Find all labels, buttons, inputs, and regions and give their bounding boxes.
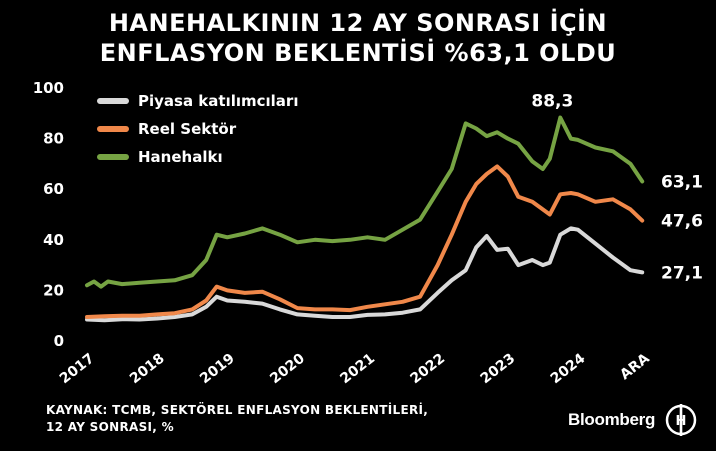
series-line-piyasa [85, 226, 645, 323]
chart-legend: Piyasa katılımcıları Reel Sektör Hanehalkı [97, 92, 298, 166]
x-tick-label: 2018 [127, 351, 168, 388]
chart-series [85, 115, 645, 323]
source-line-1: KAYNAK: TCMB, SEKTÖREL ENFLASYON BEKLENT… [46, 403, 429, 417]
bloomberg-ht-logo-icon: H [665, 404, 697, 436]
series-line-reel [85, 164, 645, 319]
logo-letter: H [676, 414, 687, 429]
chart-labels: 63,1 47,6 27,1 88,3 [531, 92, 703, 284]
x-tick-label: 2023 [478, 351, 519, 388]
x-tick-label: 2024 [548, 350, 589, 387]
peak-annotation: 88,3 [531, 92, 573, 112]
x-tick-label: 2019 [197, 351, 238, 388]
y-tick-label: 100 [33, 79, 64, 97]
y-tick-label: 40 [43, 231, 64, 249]
end-label-hanehalki: 63,1 [661, 172, 703, 192]
source-note: KAYNAK: TCMB, SEKTÖREL ENFLASYON BEKLENT… [46, 402, 428, 436]
y-tick-label: 80 [43, 130, 64, 148]
chart-title-line-1: HANEHALKININ 12 AY SONRASI İÇİN [108, 9, 608, 37]
bloomberg-wordmark: Bloomberg [568, 410, 656, 429]
x-tick-label: ARA [617, 350, 653, 383]
x-tick-label: 2022 [408, 351, 449, 388]
end-label-reel: 47,6 [661, 212, 703, 232]
legend-label-reel: Reel Sektör [138, 120, 237, 138]
end-label-piyasa: 27,1 [661, 263, 703, 283]
source-line-2: 12 AY SONRASI, % [46, 420, 174, 434]
legend-label-hanehalki: Hanehalkı [138, 148, 223, 166]
y-tick-label: 20 [43, 281, 64, 299]
y-tick-label: 60 [43, 180, 64, 198]
y-tick-label: 0 [54, 332, 64, 350]
series-line-hanehalki [85, 115, 645, 289]
x-tick-label: 2021 [337, 351, 378, 388]
chart-title: HANEHALKININ 12 AY SONRASI İÇİN ENFLASYO… [0, 8, 716, 68]
x-tick-label: 2017 [57, 351, 98, 388]
legend-label-piyasa: Piyasa katılımcıları [138, 92, 298, 110]
x-tick-label: 2020 [267, 350, 308, 387]
chart-title-line-2: ENFLASYON BEKLENTİSİ %63,1 OLDU [99, 39, 617, 67]
